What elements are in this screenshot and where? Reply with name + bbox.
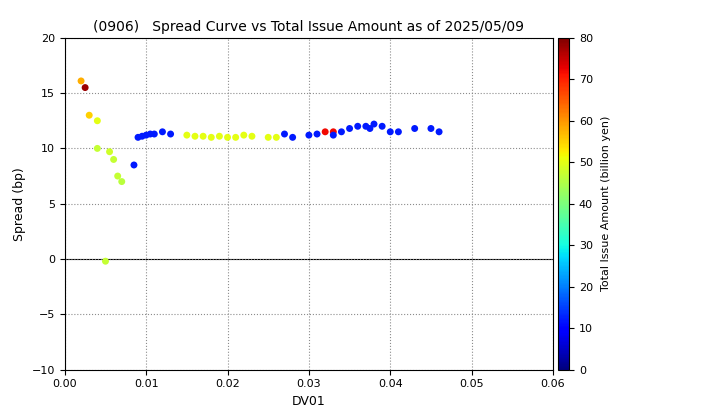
Point bbox=[320, 129, 331, 135]
Point bbox=[328, 132, 339, 139]
Point bbox=[76, 78, 87, 84]
Point bbox=[230, 134, 241, 141]
Point bbox=[384, 129, 396, 135]
Point bbox=[91, 145, 103, 152]
Point bbox=[132, 134, 144, 141]
Point bbox=[392, 129, 404, 135]
Y-axis label: Total Issue Amount (billion yen): Total Issue Amount (billion yen) bbox=[601, 116, 611, 291]
Point bbox=[433, 129, 445, 135]
Point bbox=[84, 112, 95, 118]
Point bbox=[336, 129, 347, 135]
Point bbox=[79, 84, 91, 91]
Point bbox=[328, 129, 339, 135]
Point bbox=[91, 117, 103, 124]
Point bbox=[128, 162, 140, 168]
Point bbox=[311, 131, 323, 137]
Point bbox=[360, 123, 372, 130]
Point bbox=[409, 125, 420, 132]
Point bbox=[189, 133, 201, 139]
Point bbox=[271, 134, 282, 141]
Point bbox=[136, 133, 148, 139]
Point bbox=[263, 134, 274, 141]
Point bbox=[108, 156, 120, 163]
Point bbox=[214, 133, 225, 139]
Y-axis label: Spread (bp): Spread (bp) bbox=[13, 167, 26, 241]
Title: (0906)   Spread Curve vs Total Issue Amount as of 2025/05/09: (0906) Spread Curve vs Total Issue Amoun… bbox=[94, 20, 524, 34]
Point bbox=[368, 121, 379, 127]
Point bbox=[303, 132, 315, 139]
Point bbox=[279, 131, 290, 137]
Point bbox=[246, 133, 258, 139]
Point bbox=[222, 134, 233, 141]
Point bbox=[112, 173, 123, 179]
Point bbox=[344, 125, 356, 132]
Point bbox=[148, 131, 160, 137]
Point bbox=[145, 131, 156, 137]
Point bbox=[287, 134, 298, 141]
Point bbox=[181, 132, 193, 139]
Point bbox=[238, 132, 250, 139]
Point bbox=[426, 125, 437, 132]
Point bbox=[165, 131, 176, 137]
Point bbox=[116, 178, 127, 185]
Point bbox=[157, 129, 168, 135]
Point bbox=[352, 123, 364, 130]
Point bbox=[205, 134, 217, 141]
Point bbox=[364, 125, 376, 132]
Point bbox=[377, 123, 388, 130]
Point bbox=[140, 132, 152, 139]
X-axis label: DV01: DV01 bbox=[292, 395, 325, 408]
Point bbox=[197, 133, 209, 139]
Point bbox=[100, 258, 112, 265]
Point bbox=[104, 148, 115, 155]
